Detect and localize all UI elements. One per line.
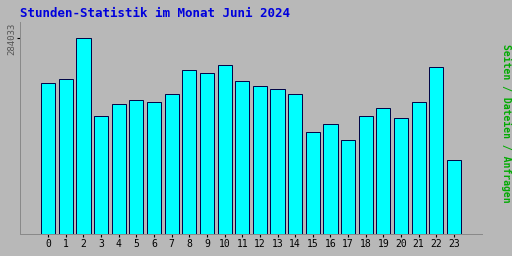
Bar [218, 65, 231, 256]
Bar [270, 89, 285, 256]
Bar [412, 102, 426, 256]
Bar [112, 104, 126, 256]
Bar [253, 86, 267, 256]
Bar [394, 118, 408, 256]
Bar [41, 83, 55, 256]
Bar [147, 102, 161, 256]
Bar [235, 81, 249, 256]
Bar [200, 73, 214, 256]
Bar [447, 161, 461, 256]
Text: Seiten / Dateien / Anfragen: Seiten / Dateien / Anfragen [501, 44, 511, 202]
Bar [288, 94, 302, 256]
Bar [429, 67, 443, 256]
Bar [94, 116, 108, 256]
Text: Stunden-Statistik im Monat Juni 2024: Stunden-Statistik im Monat Juni 2024 [20, 7, 290, 20]
Bar [324, 124, 337, 256]
Bar [376, 108, 391, 256]
Bar [76, 38, 91, 256]
Bar [182, 70, 197, 256]
Bar [341, 140, 355, 256]
Bar [165, 94, 179, 256]
Bar [130, 100, 143, 256]
Bar [306, 132, 320, 256]
Bar [359, 116, 373, 256]
Bar [59, 79, 73, 256]
